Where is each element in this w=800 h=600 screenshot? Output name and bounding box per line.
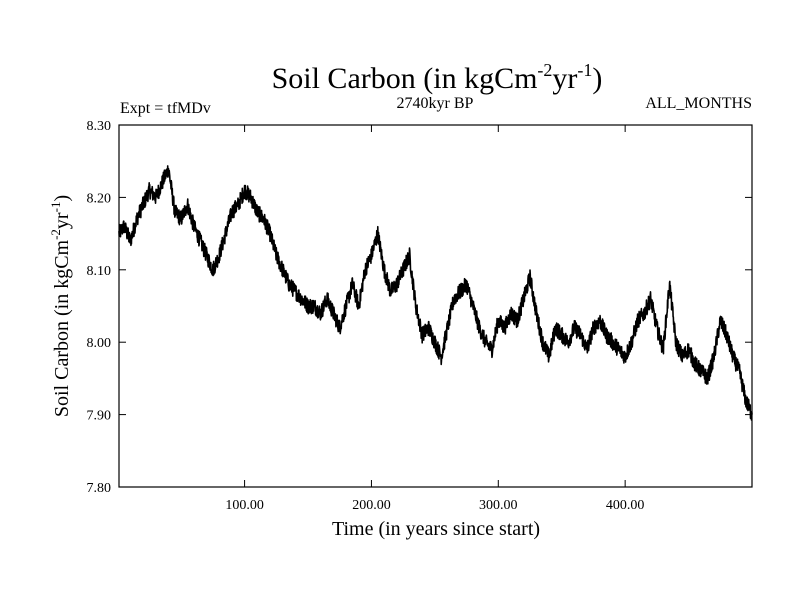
x-tick-label: 300.00 [479,498,518,513]
plot-frame [118,124,753,488]
x-tick-label: 200.00 [352,498,391,513]
x-axis: 100.00 200.00 300.00 400.00 [225,125,644,513]
x-tick-label: 400.00 [606,498,645,513]
period-label: 2740kyr BP [397,95,474,112]
title-superscript-1: -2 [537,60,552,80]
y-label-superscript-2: -1 [48,202,63,213]
y-tick-label: 8.00 [87,336,112,351]
y-tick-label: 8.30 [87,119,112,134]
chart-title: Soil Carbon (in kgCm-2yr-1) [272,60,603,95]
x-axis-label: Time (in years since start) [332,518,540,540]
months-label: ALL_MONTHS [645,95,752,112]
y-tick-label: 7.90 [87,409,112,424]
y-axis: 7.80 7.90 8.00 8.10 8.20 8.30 [87,119,752,496]
x-tick-label: 100.00 [225,498,264,513]
title-superscript-2: -1 [577,60,592,80]
experiment-label: Expt = tfMDv [120,100,211,117]
y-label-superscript-1: -2 [48,229,63,240]
series-line-soil-carbon [118,165,753,421]
y-axis-label: Soil Carbon (in kgCm-2yr-1) [48,195,73,417]
y-tick-label: 8.10 [87,264,112,279]
y-tick-label: 7.80 [87,481,112,496]
y-tick-label: 8.20 [87,191,112,206]
